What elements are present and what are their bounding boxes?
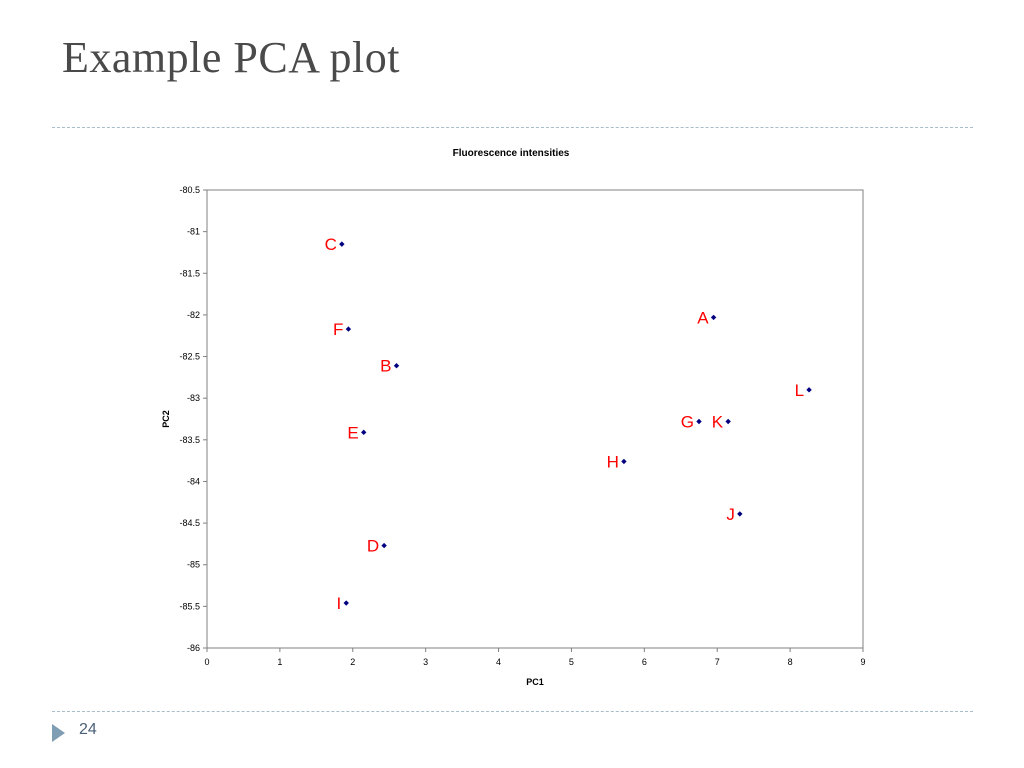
point-label-l: L (795, 381, 804, 400)
data-point-l (806, 387, 812, 393)
y-tick-label: -82 (187, 310, 200, 320)
point-label-c: C (325, 235, 337, 254)
point-label-j: J (726, 505, 735, 524)
page-number: 24 (79, 721, 97, 738)
x-tick-label: 1 (277, 657, 282, 667)
point-label-h: H (607, 452, 619, 471)
y-tick-label: -84 (187, 476, 200, 486)
point-label-k: K (712, 412, 724, 431)
point-label-e: E (347, 423, 358, 442)
point-label-d: D (367, 537, 379, 556)
bottom-divider (52, 711, 973, 712)
data-point-j (737, 511, 743, 517)
x-tick-label: 3 (423, 657, 428, 667)
top-divider (52, 127, 973, 128)
x-tick-label: 8 (788, 657, 793, 667)
chart-title: Fluorescence intensities (453, 148, 570, 159)
point-label-i: I (336, 594, 341, 613)
x-axis-label: PC1 (526, 677, 544, 687)
x-tick-label: 0 (204, 657, 209, 667)
y-tick-label: -83 (187, 393, 200, 403)
x-tick-label: 7 (715, 657, 720, 667)
data-point-i (343, 600, 349, 606)
x-tick-label: 2 (350, 657, 355, 667)
data-point-f (345, 326, 352, 332)
point-label-b: B (380, 357, 391, 376)
y-tick-label: -81 (187, 227, 200, 237)
x-tick-label: 5 (569, 657, 574, 667)
data-point-g (696, 418, 702, 425)
point-label-a: A (697, 308, 709, 327)
data-point-c (339, 241, 345, 247)
y-axis: -80.5 -81 -81.5 -82 -82.5 -83 -83.5 -84 -84.5 -85… (179, 185, 207, 653)
y-tick-label: -80.5 (179, 185, 200, 195)
y-axis-label: PC2 (161, 410, 171, 428)
point-label-f: F (333, 320, 343, 339)
x-tick-label: 9 (860, 657, 865, 667)
data-point-h (621, 458, 627, 465)
triangle-bullet-icon (52, 724, 65, 742)
y-tick-label: -85 (187, 560, 200, 570)
y-tick-label: -86 (187, 643, 200, 653)
data-point-e (361, 429, 367, 436)
x-tick-label: 4 (496, 657, 501, 667)
y-tick-label: -82.5 (179, 352, 200, 362)
data-point-k (725, 418, 731, 425)
point-label-g: G (681, 412, 694, 431)
y-tick-label: -85.5 (179, 601, 200, 611)
slide-title: Example PCA plot (62, 33, 400, 82)
y-tick-label: -83.5 (179, 435, 200, 445)
data-point-d (381, 542, 387, 549)
plot-area (206, 189, 864, 649)
data-point-b (393, 363, 400, 369)
x-axis: 0 1 2 3 4 5 6 7 8 9 (204, 648, 866, 667)
data-points: A B C D E F G H I J K L (325, 235, 812, 613)
data-point-a (710, 314, 717, 321)
y-tick-label: -84.5 (179, 518, 200, 528)
y-tick-label: -81.5 (179, 268, 200, 278)
x-tick-label: 6 (642, 657, 647, 667)
